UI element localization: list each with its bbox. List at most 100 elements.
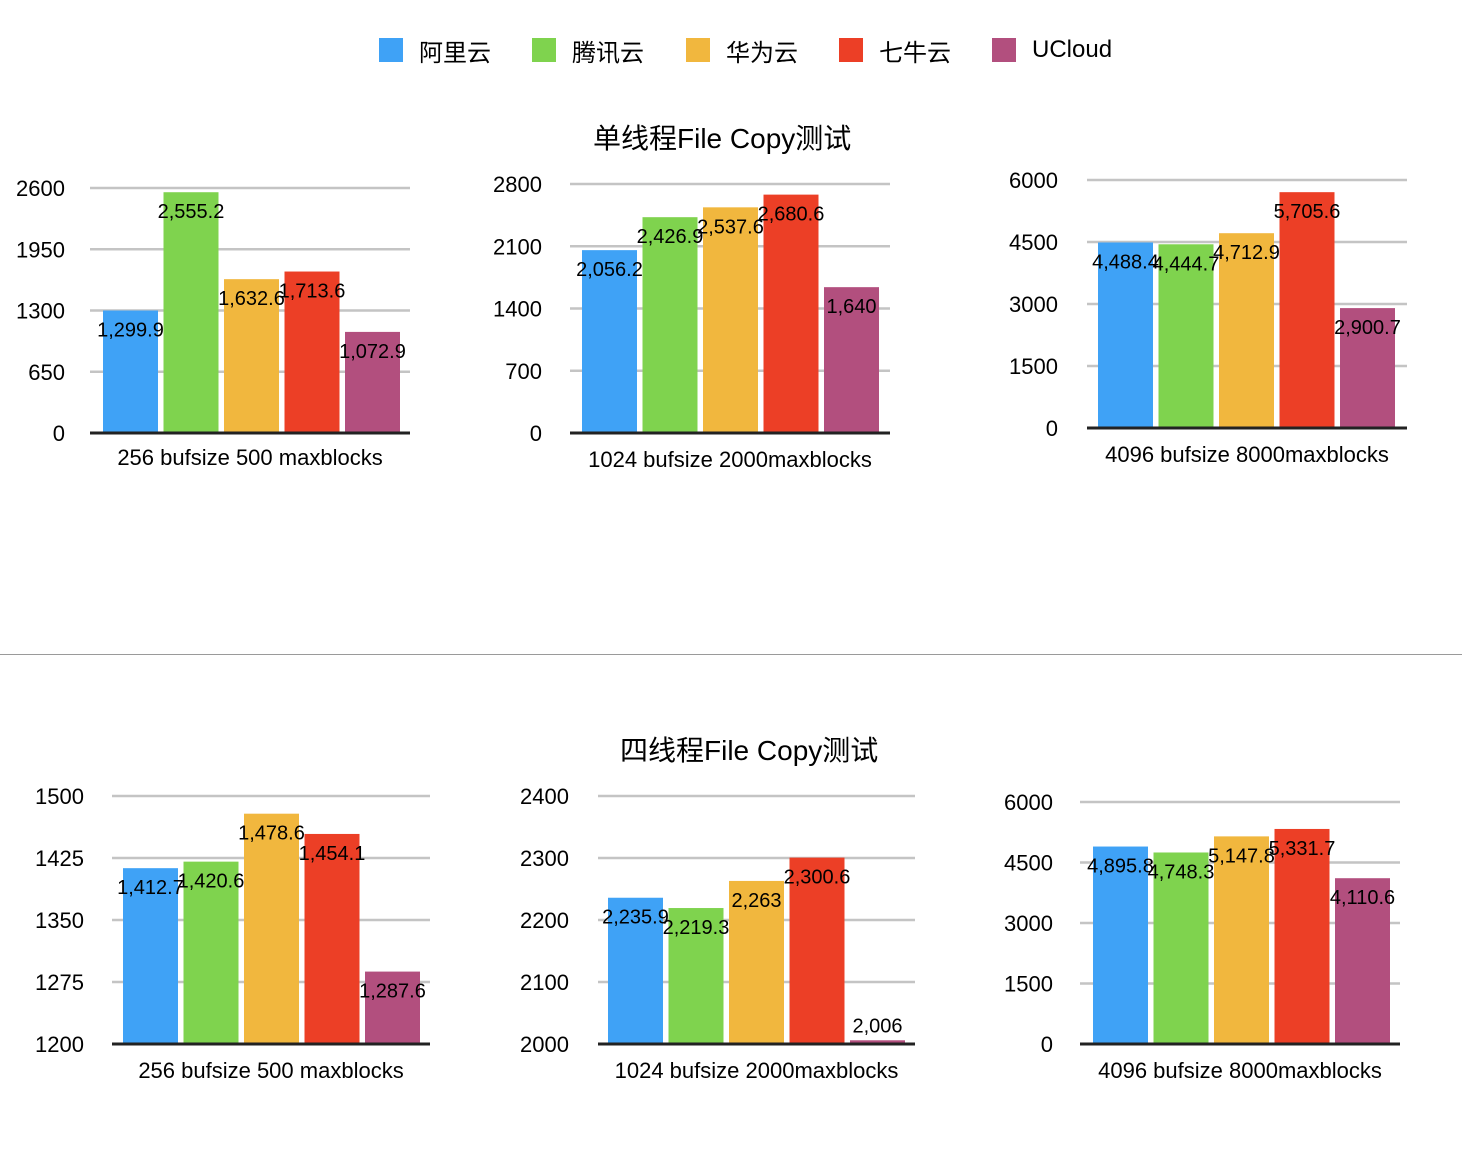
data-label: 4,712.9 <box>1213 242 1280 264</box>
y-tick-label: 1500 <box>1004 972 1053 997</box>
y-tick-label: 2800 <box>493 172 542 197</box>
data-label: 2,006 <box>852 1015 902 1037</box>
bar <box>1335 878 1390 1044</box>
legend-item: UCloud <box>992 30 1112 70</box>
data-label: 2,680.6 <box>758 204 825 226</box>
data-label: 2,263 <box>731 890 781 912</box>
bar <box>1098 242 1153 428</box>
bar <box>1219 233 1274 428</box>
data-label: 2,555.2 <box>158 201 225 223</box>
chart-four-256-bufsize: 1200 1275 1350 1425 1500 1,412.71,420.6 1,478.… <box>35 784 430 1083</box>
data-label: 2,235.9 <box>602 907 669 929</box>
y-tick-label: 1500 <box>35 784 84 809</box>
y-tick-label: 6000 <box>1009 168 1058 193</box>
chart-single-4096-bufsize: 0 1500 3000 4500 6000 4,488.44,444.74,712.9 5,… <box>1009 168 1407 467</box>
y-tick-label: 0 <box>530 421 542 446</box>
data-label: 1,072.9 <box>339 341 406 363</box>
x-category-label: 1024 bufsize 2000maxblocks <box>615 1058 899 1083</box>
bar <box>642 217 698 433</box>
y-tick-label: 0 <box>1046 416 1058 441</box>
y-tick-label: 2200 <box>520 908 569 933</box>
y-tick-label: 0 <box>53 421 65 446</box>
chart-four-1024-bufsize: 200021002200230024002,235.92,219.32,2632… <box>520 784 915 1083</box>
data-label: 1,412.7 <box>117 877 184 899</box>
x-category-label: 4096 bufsize 8000maxblocks <box>1105 442 1389 467</box>
data-label: 1,454.1 <box>299 843 366 865</box>
y-tick-label: 1500 <box>1009 354 1058 379</box>
data-label: 5,147.8 <box>1208 845 1275 867</box>
data-label: 2,300.6 <box>784 867 851 889</box>
bar <box>123 868 178 1044</box>
legend-swatch <box>839 38 863 62</box>
data-label: 5,331.7 <box>1269 838 1336 860</box>
bar <box>824 287 879 433</box>
y-tick-label: 1300 <box>16 299 65 324</box>
y-tick-label: 6000 <box>1004 790 1053 815</box>
y-tick-label: 2100 <box>520 970 569 995</box>
y-tick-label: 3000 <box>1004 911 1053 936</box>
bar <box>1340 308 1395 428</box>
legend-item: 华为云 <box>686 30 798 70</box>
legend-label: 华为云 <box>726 39 798 67</box>
y-tick-label: 700 <box>505 359 542 384</box>
y-tick-label: 2600 <box>16 176 65 201</box>
y-tick-label: 1200 <box>35 1032 84 1057</box>
legend-item: 阿里云 <box>379 30 491 70</box>
data-label: 4,110.6 <box>1330 887 1395 909</box>
bar <box>850 1040 905 1044</box>
bar <box>608 897 663 1044</box>
x-category-label: 4096 bufsize 8000maxblocks <box>1098 1058 1382 1083</box>
legend-item: 七牛云 <box>839 30 951 70</box>
legend-label: 七牛云 <box>879 39 951 67</box>
y-tick-label: 4500 <box>1009 230 1058 255</box>
x-category-label: 1024 bufsize 2000maxblocks <box>588 447 872 472</box>
data-label: 2,426.9 <box>637 226 704 248</box>
data-label: 4,895.8 <box>1087 856 1154 878</box>
bar <box>345 331 400 433</box>
y-tick-label: 0 <box>1041 1032 1053 1057</box>
y-tick-label: 2400 <box>520 784 569 809</box>
legend-label: UCloud <box>1032 36 1113 63</box>
data-label: 1,640 <box>826 296 876 318</box>
x-category-label: 256 bufsize 500 maxblocks <box>138 1058 403 1083</box>
section-title-four-thread: 四线程File Copy测试 <box>620 735 879 766</box>
legend-swatch <box>992 38 1016 62</box>
y-tick-label: 1275 <box>35 970 84 995</box>
chart-four-4096-bufsize: 0 1500 3000 4500 6000 4,895.84,748.35,147.85,… <box>1004 790 1400 1083</box>
bar <box>1153 852 1209 1044</box>
y-tick-label: 2300 <box>520 846 569 871</box>
data-label: 1,287.6 <box>359 981 426 1003</box>
bar <box>163 192 219 433</box>
bar <box>763 194 819 433</box>
chart-legend: 阿里云 腾讯云 华为云 七牛云 UCloud <box>0 30 1462 70</box>
bar <box>365 971 420 1044</box>
y-tick-label: 1400 <box>493 297 542 322</box>
data-label: 2,219.3 <box>663 917 730 939</box>
data-label: 1,420.6 <box>178 871 245 893</box>
bar <box>789 857 845 1044</box>
y-tick-label: 1350 <box>35 908 84 933</box>
bar <box>1279 192 1335 428</box>
y-tick-label: 1425 <box>35 846 84 871</box>
legend-swatch <box>686 38 710 62</box>
bar <box>1274 828 1330 1044</box>
bar <box>1214 836 1269 1044</box>
data-label: 2,537.6 <box>697 216 764 238</box>
data-label: 4,748.3 <box>1148 861 1215 883</box>
y-tick-label: 650 <box>28 360 65 385</box>
data-label: 4,488.4 <box>1092 251 1159 273</box>
chart-single-256-bufsize: 0 650 1300 1950 2600 1,299.9 2,555.2 1,632.61,7… <box>16 176 410 470</box>
bar <box>668 908 724 1044</box>
data-label: 1,632.6 <box>218 288 285 310</box>
bar <box>582 250 637 433</box>
bar <box>729 880 784 1044</box>
data-label: 1,478.6 <box>238 823 305 845</box>
legend-swatch <box>532 38 556 62</box>
legend-swatch <box>379 38 403 62</box>
data-label: 1,713.6 <box>279 281 346 303</box>
bar <box>703 207 758 433</box>
data-label: 4,444.7 <box>1153 253 1220 275</box>
bar <box>304 833 360 1044</box>
y-tick-label: 3000 <box>1009 292 1058 317</box>
chart-single-1024-bufsize: 0 700 1400 2100 2800 2,056.2 2,426.92,537.62,6… <box>493 172 890 472</box>
